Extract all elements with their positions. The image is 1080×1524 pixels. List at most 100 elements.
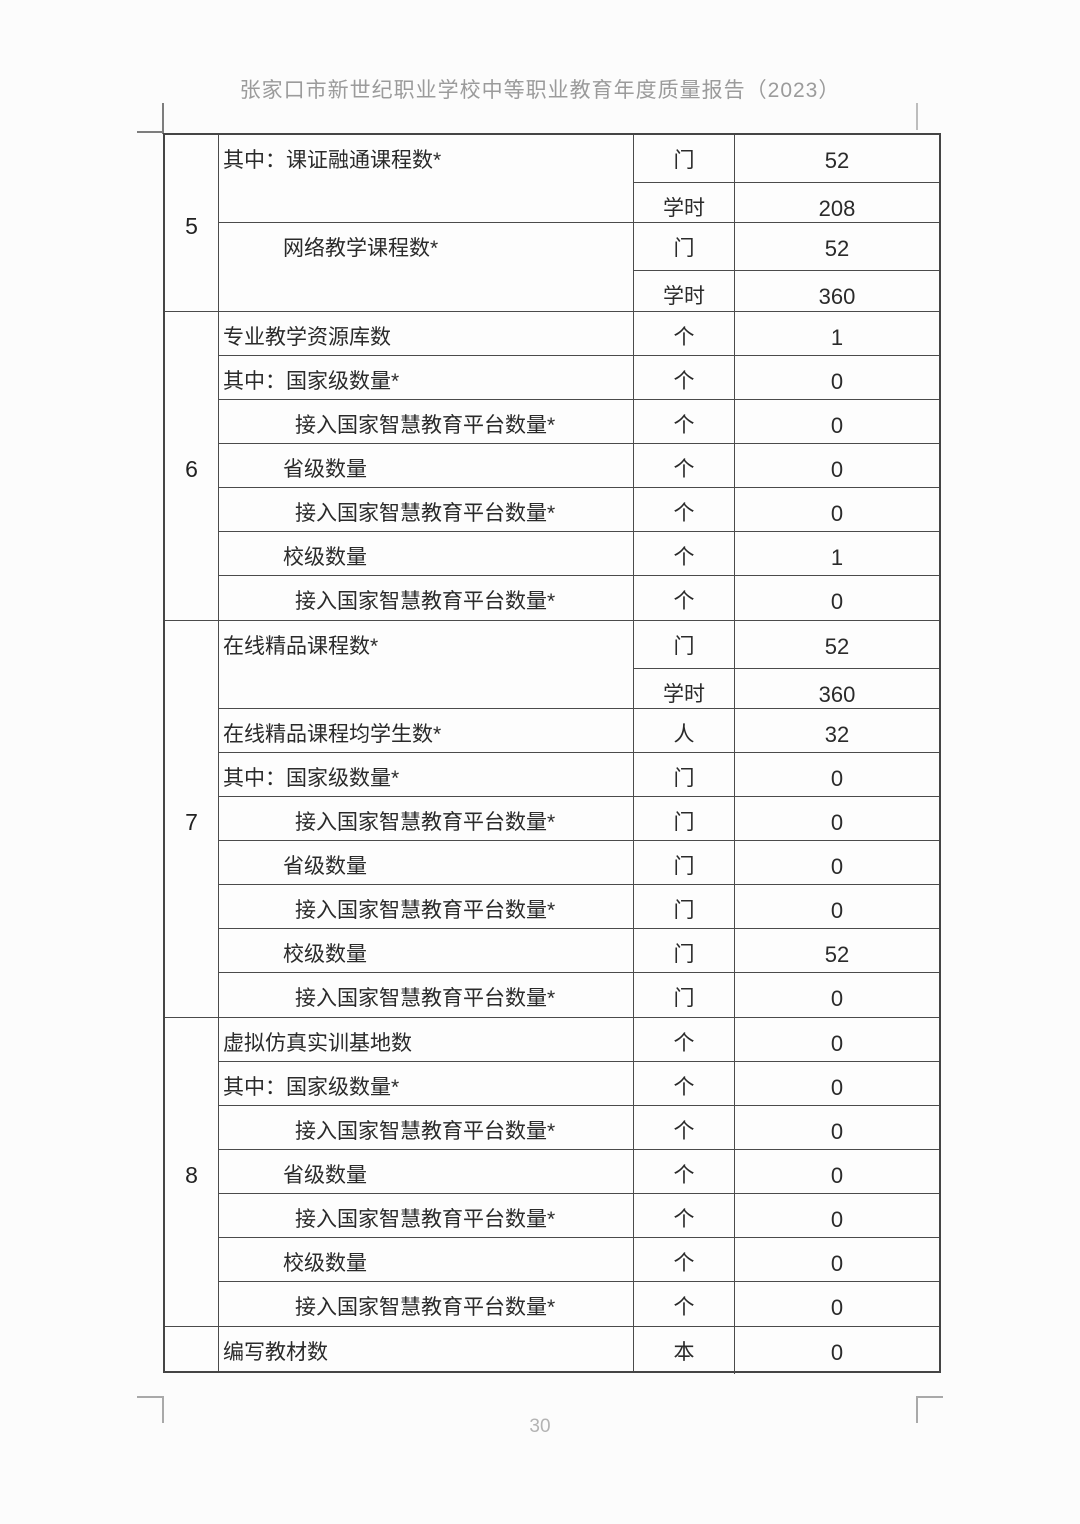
- indicator-name-cell: 接入国家智慧教育平台数量*: [219, 973, 634, 1017]
- section-number-cell: 5: [165, 135, 219, 311]
- indicator-name-cell: 校级数量: [219, 532, 634, 575]
- table-row: 接入国家智慧教育平台数量* 个 0: [219, 400, 939, 447]
- unit-value-row: 门 52: [634, 929, 939, 976]
- value-cell: 52: [824, 236, 850, 261]
- indicator-name: 校级数量: [283, 546, 367, 569]
- page-margin-mark-top-left-v: [162, 103, 164, 134]
- table-sections: 5 其中：课证融通课程数* 门 52 学时 208 网络教学课程数* 门 52 学时 360 6 专业教…: [165, 135, 939, 1374]
- page-margin-mark-bottom-right-v: [916, 1396, 918, 1423]
- indicator-name-cell: 接入国家智慧教育平台数量*: [219, 1282, 634, 1326]
- indicator-name-cell: 接入国家智慧教育平台数量*: [219, 797, 634, 840]
- value-cell: 0: [830, 369, 844, 394]
- unit-value-row: 门 52: [634, 621, 939, 669]
- indicator-name: 接入国家智慧教育平台数量*: [295, 1120, 556, 1143]
- quality-report-table: 5 其中：课证融通课程数* 门 52 学时 208 网络教学课程数* 门 52 学时 360 6 专业教…: [163, 133, 941, 1374]
- indicator-name-cell: 省级数量: [219, 444, 634, 487]
- indicator-name: 其中：国家级数量*: [223, 767, 400, 790]
- indicator-name: 专业教学资源库数: [223, 326, 391, 349]
- table-row: 其中：国家级数量* 门 0: [219, 753, 939, 800]
- table-row: 网络教学课程数* 门 52 学时 360: [219, 223, 939, 318]
- table-row: 其中：国家级数量* 个 0: [219, 1062, 939, 1109]
- unit-cell: 本: [634, 1327, 735, 1374]
- unit-cell: 门: [634, 753, 735, 800]
- value-cell: 52: [824, 148, 850, 173]
- indicator-name-cell: 省级数量: [219, 1150, 634, 1193]
- table-row: 接入国家智慧教育平台数量* 门 0: [219, 885, 939, 932]
- unit-value-row: 门 52: [634, 135, 939, 183]
- value-cell: 0: [830, 1075, 844, 1100]
- indicator-name: 网络教学课程数*: [283, 237, 439, 260]
- indicator-name: 在线精品课程数*: [223, 635, 379, 658]
- value-cell: 0: [830, 1119, 844, 1144]
- unit-cell: 学时: [634, 183, 735, 230]
- unit-cell: 门: [634, 797, 735, 844]
- section-number-cell: 6: [165, 312, 219, 620]
- value-cell: 1: [830, 325, 844, 350]
- indicator-name: 虚拟仿真实训基地数: [223, 1032, 412, 1055]
- indicator-name-cell: 校级数量: [219, 929, 634, 972]
- table-row: 接入国家智慧教育平台数量* 个 0: [219, 1282, 939, 1329]
- indicator-name: 省级数量: [283, 855, 367, 878]
- indicator-name-cell: 接入国家智慧教育平台数量*: [219, 1106, 634, 1149]
- indicator-name-cell: 编写教材数: [219, 1327, 634, 1371]
- value-cell: 0: [830, 766, 844, 791]
- unit-cell: 学时: [634, 271, 735, 318]
- value-cell: 0: [830, 898, 844, 923]
- unit-cell: 个: [634, 1106, 735, 1153]
- page-number: 30: [529, 1416, 551, 1437]
- value-cell: 0: [830, 457, 844, 482]
- unit-cell: 个: [634, 1150, 735, 1197]
- indicator-name-cell: 在线精品课程均学生数*: [219, 709, 634, 752]
- table-row: 省级数量个 0: [219, 1150, 939, 1197]
- table-row: 其中：课证融通课程数* 门 52 学时 208: [219, 135, 939, 230]
- value-cell: 208: [818, 196, 856, 221]
- page-margin-mark-bottom-left-v: [162, 1396, 164, 1423]
- value-cell: 52: [824, 942, 850, 967]
- value-cell: 0: [830, 413, 844, 438]
- unit-value-row: 学时 360: [634, 271, 939, 318]
- unit-cell: 个: [634, 576, 735, 623]
- table-section: 6 专业教学资源库数个 1 其中：国家级数量* 个 0 接入国家智慧教育平台数量* 个 0 省级数…: [165, 312, 939, 623]
- indicator-name-cell: 接入国家智慧教育平台数量*: [219, 488, 634, 531]
- unit-cell: 个: [634, 532, 735, 579]
- indicator-name-cell: 虚拟仿真实训基地数: [219, 1018, 634, 1061]
- unit-cell: 门: [634, 973, 735, 1020]
- unit-cell: 门: [634, 885, 735, 932]
- indicator-name: 在线精品课程均学生数*: [223, 723, 442, 746]
- indicator-name-cell: 其中：国家级数量*: [219, 356, 634, 399]
- indicator-name: 接入国家智慧教育平台数量*: [295, 899, 556, 922]
- value-cell: 0: [830, 1163, 844, 1188]
- unit-cell: 个: [634, 1238, 735, 1285]
- indicator-name-cell: 网络教学课程数*: [219, 223, 634, 311]
- table-section: 8 虚拟仿真实训基地数个 0 其中：国家级数量* 个 0 接入国家智慧教育平台数量* 个 0 省级…: [165, 1018, 939, 1329]
- table-row: 校级数量 门 52: [219, 929, 939, 976]
- indicator-name: 省级数量: [283, 1164, 367, 1187]
- table-section: 5 其中：课证融通课程数* 门 52 学时 208 网络教学课程数* 门 52 学时 360: [165, 135, 939, 318]
- table-section: 7 在线精品课程数* 门 52 学时 360 在线精品课程均学生数* 人 32 其中：国家级数量*…: [165, 621, 939, 1020]
- unit-cell: 人: [634, 709, 735, 756]
- table-row: 接入国家智慧教育平台数量* 个 0: [219, 576, 939, 623]
- indicator-name: 其中：国家级数量*: [223, 1076, 400, 1099]
- value-cell: 32: [824, 722, 850, 747]
- table-section: 编写教材数本 0: [165, 1327, 939, 1374]
- unit-cell: 门: [634, 929, 735, 976]
- indicator-name: 接入国家智慧教育平台数量*: [295, 590, 556, 613]
- unit-cell: 个: [634, 356, 735, 403]
- table-row: 接入国家智慧教育平台数量* 个 0: [219, 488, 939, 535]
- page-margin-mark-bottom-right-h: [916, 1396, 943, 1398]
- indicator-name-cell: 其中：国家级数量*: [219, 1062, 634, 1105]
- page-margin-mark-bottom-left-h: [137, 1396, 164, 1398]
- value-cell: 360: [818, 284, 856, 309]
